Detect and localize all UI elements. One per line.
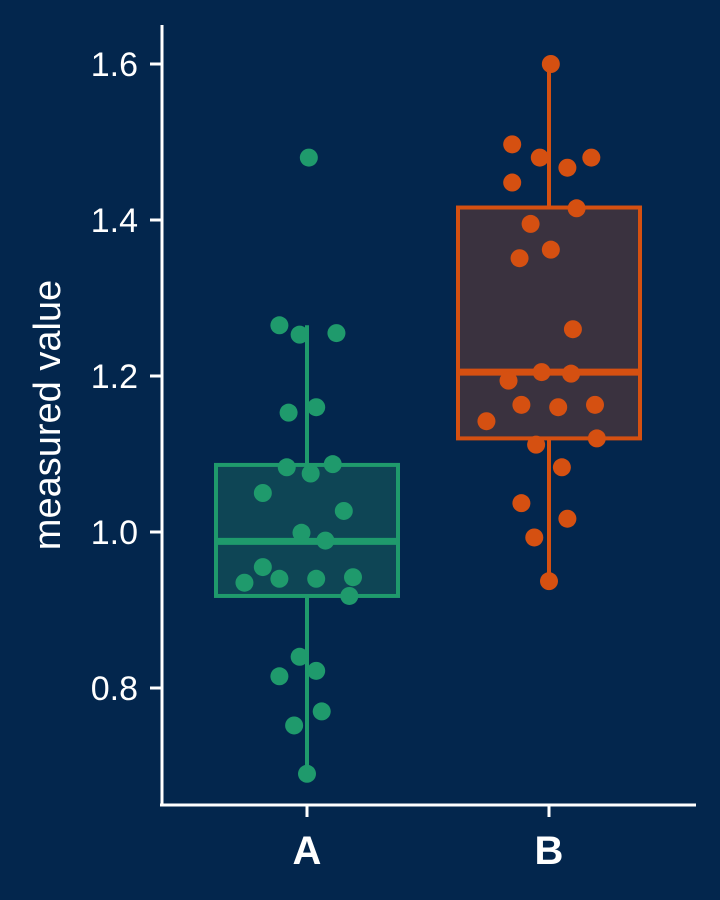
y-tick-label: 1.4 (91, 202, 138, 240)
data-point (562, 364, 581, 383)
data-point (298, 764, 316, 783)
y-tick-label: 0.8 (91, 670, 138, 708)
data-point (587, 429, 606, 448)
data-point (307, 569, 326, 588)
data-point (307, 398, 326, 417)
data-point (512, 395, 531, 414)
data-point (270, 569, 289, 588)
data-point (477, 412, 496, 431)
data-point (235, 573, 254, 592)
data-point (532, 363, 551, 382)
data-point (312, 702, 331, 721)
data-point (316, 531, 335, 550)
data-point (327, 324, 346, 343)
data-point (503, 135, 522, 154)
iqr-box (456, 205, 642, 441)
box-group-b (456, 64, 642, 582)
data-point (323, 455, 342, 474)
data-point (586, 395, 604, 414)
data-point (530, 148, 549, 167)
points-a (235, 148, 362, 783)
data-point (527, 435, 546, 454)
data-point (290, 325, 309, 344)
data-point (340, 586, 359, 605)
data-point (285, 716, 304, 735)
data-point (512, 494, 531, 513)
points-layer (235, 55, 606, 783)
boxes-layer (214, 64, 642, 774)
data-point (307, 661, 326, 680)
data-point (552, 458, 571, 477)
data-point (558, 509, 577, 528)
data-point (253, 558, 272, 577)
data-point (290, 647, 309, 666)
y-tick-label: 1.0 (91, 514, 138, 552)
data-point (299, 148, 318, 167)
data-point (253, 484, 272, 502)
data-point (567, 199, 586, 218)
data-point (301, 464, 320, 483)
data-point (549, 398, 568, 417)
data-point (270, 316, 289, 335)
data-point (521, 214, 540, 233)
y-tick-label: 1.6 (91, 46, 138, 84)
data-point (525, 528, 544, 547)
data-point (334, 501, 353, 520)
data-point (540, 572, 558, 591)
y-tick-label: 1.2 (91, 358, 138, 396)
data-point (292, 523, 311, 542)
data-point (541, 55, 560, 73)
data-point (582, 148, 601, 167)
data-point (277, 458, 296, 477)
x-tick-label: B (535, 829, 564, 873)
y-ticks: 0.8 1.0 1.2 1.4 1.6 (91, 46, 162, 708)
y-axis-title: measured value (27, 280, 69, 550)
data-point (279, 403, 298, 422)
data-point (270, 667, 289, 686)
points-b (477, 55, 606, 591)
data-point (344, 568, 362, 587)
data-point (499, 371, 518, 390)
data-point (503, 173, 522, 192)
data-point (510, 249, 529, 268)
data-point (558, 158, 577, 177)
x-tick-label: A (293, 829, 322, 873)
data-point (563, 320, 582, 339)
data-point (541, 240, 560, 259)
